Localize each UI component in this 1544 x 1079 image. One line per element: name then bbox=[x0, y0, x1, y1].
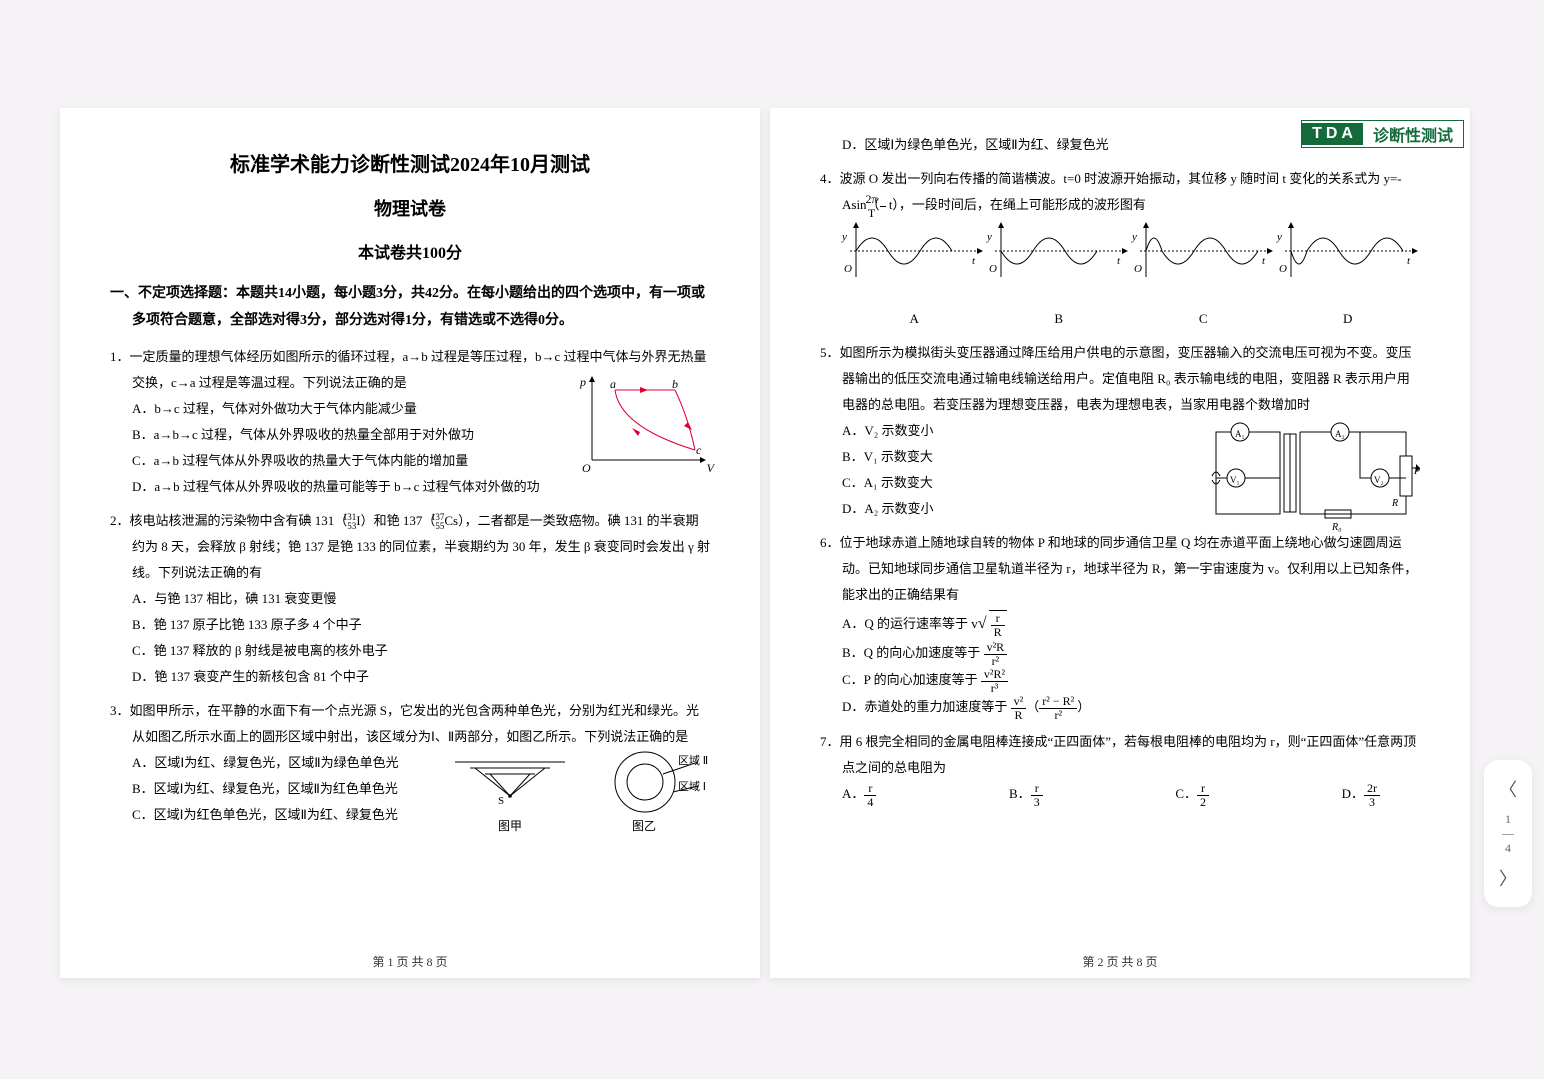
exam-title: 标准学术能力诊断性测试2024年10月测试 bbox=[110, 148, 710, 177]
page-1: 标准学术能力诊断性测试2024年10月测试 物理试卷 本试卷共100分 一、不定… bbox=[60, 108, 760, 978]
tda-badge: TDA 诊断性测试 bbox=[1301, 120, 1464, 148]
page-navigator: 〈 1 — 4 〉 bbox=[1484, 760, 1532, 907]
q4-label-c: C bbox=[1131, 306, 1276, 332]
q7-opt-c: C．r2 bbox=[1175, 781, 1209, 808]
q1-opt-a: A．b→c 过程，气体对外做功大于气体内能减少量 bbox=[132, 396, 540, 422]
question-4: 4．波源 O 发出一列向右传播的简谐横波。t=0 时波源开始振动，其位移 y 随… bbox=[820, 166, 1420, 332]
score-title: 本试卷共100分 bbox=[110, 239, 710, 263]
q5-stem: 5．如图所示为模拟街头变压器通过降压给用户供电的示意图，变压器输入的交流电压可视… bbox=[820, 340, 1420, 418]
current-page: 1 bbox=[1505, 812, 1511, 826]
q4-waveforms: y y y y O O O O t t t t A B C D bbox=[820, 219, 1420, 332]
q2-stem: 2．核电站核泄漏的污染物中含有碘 131（13153I）和铯 137（13755… bbox=[110, 508, 710, 586]
q3-s-label: S bbox=[498, 790, 504, 812]
q1-diagram: p a b c O V bbox=[580, 372, 710, 472]
q1-opt-d: D．a→b 过程气体从外界吸收的热量可能等于 b→c 过程气体对外做的功 bbox=[132, 474, 540, 500]
page-number-1: 第 1 页 共 8 页 bbox=[60, 953, 760, 970]
q5-opt-d: D．A₂ 示数变小 bbox=[842, 496, 1140, 522]
q2-opt-d: D．铯 137 衰变产生的新核包含 81 个中子 bbox=[132, 664, 710, 690]
tda-logo-text: TDA bbox=[1302, 123, 1363, 145]
total-pages: 4 bbox=[1505, 841, 1511, 855]
question-3: 3．如图甲所示，在平静的水面下有一个点光源 S，它发出的光包含两种单色光，分别为… bbox=[110, 698, 710, 828]
page-number-2: 第 2 页 共 8 页 bbox=[770, 953, 1470, 970]
q4-label-d: D bbox=[1276, 306, 1421, 332]
question-7: 7．用 6 根完全相同的金属电阻棒连接成“正四面体”，若每根电阻棒的电阻均为 r… bbox=[820, 729, 1420, 808]
question-1: 1．一定质量的理想气体经历如图所示的循环过程，a→b 过程是等压过程，b→c 过… bbox=[110, 344, 710, 500]
q4-stem: 4．波源 O 发出一列向右传播的简谐横波。t=0 时波源开始振动，其位移 y 随… bbox=[820, 166, 1420, 219]
q3-r2-label: 区域 Ⅱ bbox=[678, 750, 708, 772]
q5-a2: A₂ bbox=[1335, 425, 1345, 443]
q6-opt-c: C．P 的向心加速度等于 v²R²r³ bbox=[842, 667, 1420, 694]
question-2: 2．核电站核泄漏的污染物中含有碘 131（13153I）和铯 137（13755… bbox=[110, 508, 710, 690]
q3-opt-b: B．区域Ⅰ为红、绿复色光，区域Ⅱ为红色单色光 bbox=[132, 776, 430, 802]
q5-r: R bbox=[1392, 494, 1398, 514]
q4-label-a: A bbox=[842, 306, 987, 332]
q3-opt-a: A．区域Ⅰ为红、绿复色光，区域Ⅱ为绿色单色光 bbox=[132, 750, 430, 776]
q7-opt-d: D．2r3 bbox=[1342, 781, 1380, 808]
q5-v1: V₁ bbox=[1230, 471, 1240, 489]
q6-opt-d: D．赤道处的重力加速度等于 v²R（r² − R²r²） bbox=[842, 694, 1420, 721]
prev-page-button[interactable]: 〈 bbox=[1499, 770, 1517, 808]
tda-label: 诊断性测试 bbox=[1363, 122, 1463, 146]
q7-stem: 7．用 6 根完全相同的金属电阻棒连接成“正四面体”，若每根电阻棒的电阻均为 r… bbox=[820, 729, 1420, 781]
question-5: 5．如图所示为模拟街头变压器通过降压给用户供电的示意图，变压器输入的交流电压可视… bbox=[820, 340, 1420, 522]
q1-o-label: O bbox=[582, 456, 591, 480]
q7-opt-b: B．r3 bbox=[1009, 781, 1043, 808]
q1-p-label: p bbox=[580, 370, 586, 394]
q3-cap2: 图乙 bbox=[632, 814, 656, 838]
q3-stem: 3．如图甲所示，在平静的水面下有一个点光源 S，它发出的光包含两种单色光，分别为… bbox=[110, 698, 710, 750]
section-1-header: 一、不定项选择题：本题共14小题，每小题3分，共42分。在每小题给出的四个选项中… bbox=[110, 281, 710, 334]
q1-opt-b: B．a→b→c 过程，气体从外界吸收的热量全部用于对外做功 bbox=[132, 422, 540, 448]
q2-opt-a: A．与铯 137 相比，碘 131 衰变更慢 bbox=[132, 586, 710, 612]
question-6: 6．位于地球赤道上随地球自转的物体 P 和地球的同步通信卫星 Q 均在赤道平面上… bbox=[820, 530, 1420, 721]
q5-opt-a: A．V₂ 示数变小 bbox=[842, 418, 1140, 444]
q1-a-label: a bbox=[610, 372, 616, 396]
q7-opt-a: A．r4 bbox=[842, 781, 876, 808]
page-indicator: 1 — 4 bbox=[1502, 808, 1514, 859]
q6-opt-a: A．Q 的运行速率等于 v√rR bbox=[842, 608, 1420, 640]
q5-opt-b: B．V₁ 示数变大 bbox=[842, 444, 1140, 470]
q5-opt-c: C．A₁ 示数变大 bbox=[842, 470, 1140, 496]
q4-label-b: B bbox=[987, 306, 1132, 332]
q5-p: P bbox=[1414, 462, 1420, 482]
page-2: D．区域Ⅰ为绿色单色光，区域Ⅱ为红、绿复色光 4．波源 O 发出一列向右传播的简… bbox=[770, 108, 1470, 978]
q1-opt-c: C．a→b 过程气体从外界吸收的热量大于气体内能的增加量 bbox=[132, 448, 540, 474]
q6-opt-b: B．Q 的向心加速度等于 v²Rr² bbox=[842, 640, 1420, 667]
next-page-button[interactable]: 〉 bbox=[1499, 859, 1517, 897]
q3-cap1: 图甲 bbox=[498, 814, 522, 838]
q2-opt-b: B．铯 137 原子比铯 133 原子多 4 个中子 bbox=[132, 612, 710, 638]
q2-opt-c: C．铯 137 释放的 β 射线是被电离的核外电子 bbox=[132, 638, 710, 664]
subject-title: 物理试卷 bbox=[110, 195, 710, 221]
q1-b-label: b bbox=[672, 372, 678, 396]
q3-r1-label: 区域 Ⅰ bbox=[678, 776, 706, 798]
q5-a1: A₁ bbox=[1235, 425, 1245, 443]
q5-diagram: A₁ A₂ V₁ V₂ R₀ R P bbox=[1210, 418, 1420, 538]
q6-stem: 6．位于地球赤道上随地球自转的物体 P 和地球的同步通信卫星 Q 均在赤道平面上… bbox=[820, 530, 1420, 608]
q1-c-label: c bbox=[696, 438, 701, 462]
q3-opt-c: C．区域Ⅰ为红色单色光，区域Ⅱ为红、绿复色光 bbox=[132, 802, 430, 828]
q1-v-label: V bbox=[707, 456, 714, 480]
q3-diagram: S 区域 Ⅱ 区域 Ⅰ 图甲 图乙 bbox=[450, 744, 710, 834]
q5-v2: V₂ bbox=[1374, 471, 1384, 489]
